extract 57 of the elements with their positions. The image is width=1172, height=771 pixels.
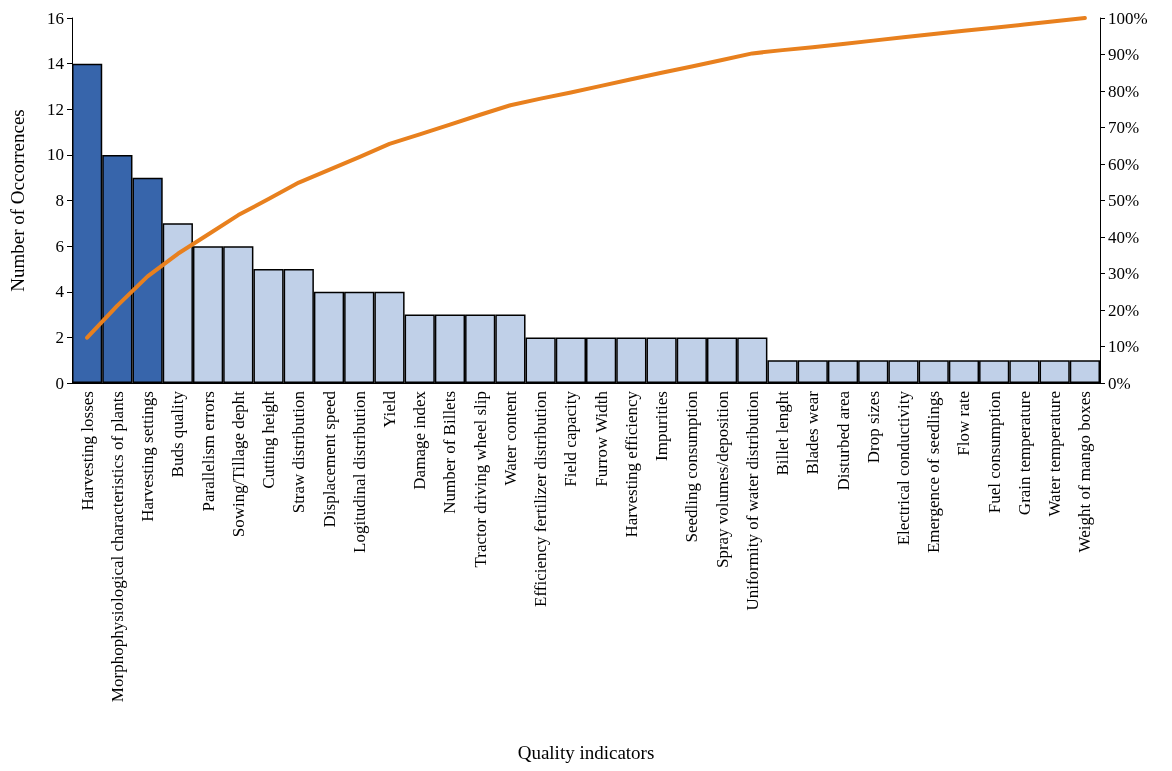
y2-tick-label: 40% <box>1108 227 1140 247</box>
y2-tick-label: 20% <box>1108 300 1140 320</box>
x-tick-label: Electrical conductivity <box>893 390 913 546</box>
x-tick-label: Fuel consumption <box>984 390 1004 514</box>
x-tick-label: Harvesting settings <box>138 391 158 522</box>
y-tick-label: 16 <box>47 8 64 28</box>
y-tick-label: 14 <box>47 54 65 74</box>
x-tick-label: Harvesting losses <box>77 391 97 511</box>
y-tick-label: 12 <box>47 99 64 119</box>
y-tick-label: 10 <box>47 145 64 165</box>
x-tick-label: Tractor driving wheel slip <box>470 391 490 568</box>
x-tick-label: Buds quality <box>168 390 188 478</box>
x-tick-label: Logitudinal distribution <box>349 390 369 553</box>
x-tick-label: Displacement speed <box>319 390 339 528</box>
y2-tick-label: 80% <box>1108 81 1140 101</box>
y-tick-label: 6 <box>55 236 64 256</box>
x-tick-label: Damage index <box>410 390 430 490</box>
y2-tick-label: 90% <box>1108 45 1140 64</box>
y2-tick-label: 10% <box>1108 337 1140 356</box>
x-tick-label: Emergence of seedlings <box>924 391 944 554</box>
x-tick-label: Water temperature <box>1045 391 1065 517</box>
y-tick-label: 4 <box>55 282 65 302</box>
x-tick-label: Furrow Width <box>591 390 611 487</box>
x-tick-label: Billet lenght <box>773 390 793 476</box>
x-axis-title: Quality indicators <box>517 742 655 763</box>
x-tick-label: Morphophysiological characteristics of plants <box>107 391 127 703</box>
y2-tick-label: 70% <box>1108 118 1140 137</box>
x-tick-label: Harvesting efficiency <box>621 390 641 538</box>
x-tick-label: Spray volumes/deposition <box>712 390 732 569</box>
y2-tick-label: 100% <box>1108 8 1148 28</box>
y-tick-label: 0 <box>55 373 64 393</box>
y-tick-label: 8 <box>55 191 64 210</box>
x-tick-label: Seedling consumption <box>682 390 702 543</box>
x-tick-label: Flow rate <box>954 391 974 456</box>
x-tick-label: Uniformity of water distribution <box>742 390 762 611</box>
x-tick-label: Efficiency fertilizer distribution <box>531 390 551 607</box>
x-tick-label: Water content <box>500 390 520 486</box>
x-tick-label: Field capacity <box>561 390 581 487</box>
x-tick-label: Blades wear <box>803 390 823 475</box>
x-tick-label: Cutting height <box>259 390 279 489</box>
x-tick-label: Disturbed area <box>833 390 853 491</box>
x-tick-label: Grain temperature <box>1014 391 1034 516</box>
y2-tick-label: 50% <box>1108 191 1140 210</box>
x-tick-label: Yield <box>379 390 399 428</box>
x-tick-label: Straw distribution <box>289 390 309 514</box>
x-tick-label: Drop sizes <box>863 391 883 464</box>
x-tick-label: Impurities <box>652 391 672 461</box>
y-tick-label: 2 <box>55 327 64 347</box>
y2-tick-label: 0% <box>1108 373 1131 393</box>
x-tick-label: Weight of mango boxes <box>1075 391 1095 553</box>
line-series <box>85 16 1087 340</box>
y2-tick-label: 60% <box>1108 154 1140 174</box>
x-tick-label: Parallelism errors <box>198 391 218 512</box>
x-tick-label: Number of Billets <box>440 391 460 514</box>
y-axis-title: Number of Occorrences <box>7 109 28 292</box>
y2-tick-label: 30% <box>1108 264 1140 283</box>
x-tick-label: Sowing/Tillage depht <box>228 390 248 538</box>
